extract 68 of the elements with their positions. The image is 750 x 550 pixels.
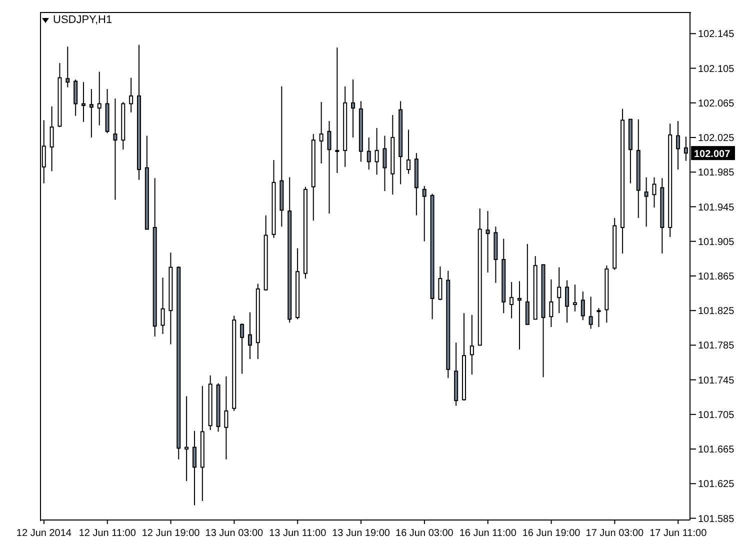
- x-tick-label: 13 Jun 11:00: [269, 528, 327, 539]
- y-tick-label: 101.865: [698, 272, 735, 282]
- y-tick-label: 101.745: [698, 375, 735, 386]
- candlestick: [66, 46, 70, 88]
- candlestick: [335, 46, 340, 174]
- chart-title: USDJPY,H1: [53, 14, 112, 26]
- candlestick: [652, 176, 656, 208]
- x-tick-label: 12 Jun 11:00: [78, 528, 136, 539]
- candlestick: [596, 307, 601, 328]
- x-tick-label: 16 Jun 19:00: [522, 528, 581, 539]
- y-tick-label: 101.905: [698, 236, 735, 248]
- candlestick: [248, 312, 252, 360]
- y-tick-label: 102.065: [698, 98, 735, 110]
- candlestick: [517, 280, 522, 350]
- candlestick: [129, 77, 134, 113]
- candlestick: [382, 135, 387, 192]
- candlestick: [192, 430, 196, 506]
- candlestick: [327, 120, 332, 214]
- candlestick: [549, 278, 554, 328]
- candlestick: [82, 82, 86, 122]
- candlestick: [160, 277, 165, 334]
- candlestick: [676, 120, 680, 170]
- candlestick: [366, 136, 371, 170]
- candlestick: [572, 284, 577, 312]
- x-tick-label: 13 Jun 19:00: [332, 528, 390, 539]
- y-tick-label: 101.665: [698, 444, 735, 456]
- candlestick: [644, 176, 648, 228]
- y-tick-label: 101.785: [698, 340, 735, 352]
- y-tick-label: 101.625: [698, 479, 735, 490]
- x-tick-label: 17 Jun 11:00: [650, 528, 708, 539]
- candlestick: [510, 282, 514, 319]
- x-tick-label: 12 Jun 19:00: [142, 528, 200, 539]
- candlestick: [74, 79, 78, 116]
- x-tick-label: 12 Jun 2014: [16, 528, 72, 539]
- candlestick: [224, 376, 228, 460]
- candlestick: [525, 243, 530, 325]
- y-tick-label: 101.985: [698, 168, 735, 179]
- candlestick: [42, 120, 46, 184]
- candlestick: [470, 314, 474, 376]
- x-tick-label: 16 Jun 03:00: [396, 528, 454, 539]
- candlestick: [319, 102, 324, 164]
- y-tick-label: 102.105: [698, 64, 735, 75]
- candlestick: [351, 79, 356, 138]
- candlestick: [184, 396, 189, 482]
- candlestick: [580, 291, 585, 321]
- candlestick: [50, 106, 54, 172]
- candlestick: [486, 210, 490, 273]
- y-tick-label: 101.585: [698, 514, 735, 525]
- candlestick: [422, 185, 426, 242]
- candlestick: [565, 280, 570, 324]
- y-tick-label: 102.025: [698, 133, 735, 144]
- x-tick-label: 16 Jun 11:00: [459, 528, 517, 539]
- y-tick-label: 101.825: [698, 306, 735, 318]
- candlestick: [97, 71, 102, 126]
- candlestick: [374, 127, 379, 176]
- candlestick: [406, 129, 411, 174]
- y-tick-label: 101.945: [698, 202, 735, 214]
- x-tick-label: 13 Jun 03:00: [205, 528, 264, 539]
- y-tick-label: 102.145: [698, 29, 735, 40]
- candlestick: [588, 296, 593, 330]
- candlestick: [89, 88, 94, 138]
- annotation: 102.007: [694, 149, 731, 160]
- x-tick-label: 17 Jun 03:00: [586, 528, 644, 539]
- candlestick: [240, 323, 244, 374]
- candlestick: [557, 266, 562, 314]
- candlestick: [438, 266, 442, 301]
- candlestick: [113, 98, 118, 200]
- y-tick-label: 101.705: [698, 410, 735, 421]
